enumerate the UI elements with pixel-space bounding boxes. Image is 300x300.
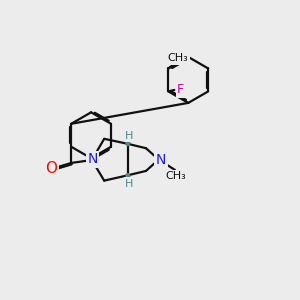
Text: N: N: [156, 153, 166, 166]
Text: H: H: [125, 130, 134, 141]
Text: O: O: [45, 161, 57, 176]
Text: H: H: [125, 178, 134, 189]
Text: CH₃: CH₃: [168, 53, 188, 63]
Text: N: N: [87, 152, 98, 167]
Text: CH₃: CH₃: [165, 171, 186, 181]
Text: F: F: [177, 83, 184, 96]
